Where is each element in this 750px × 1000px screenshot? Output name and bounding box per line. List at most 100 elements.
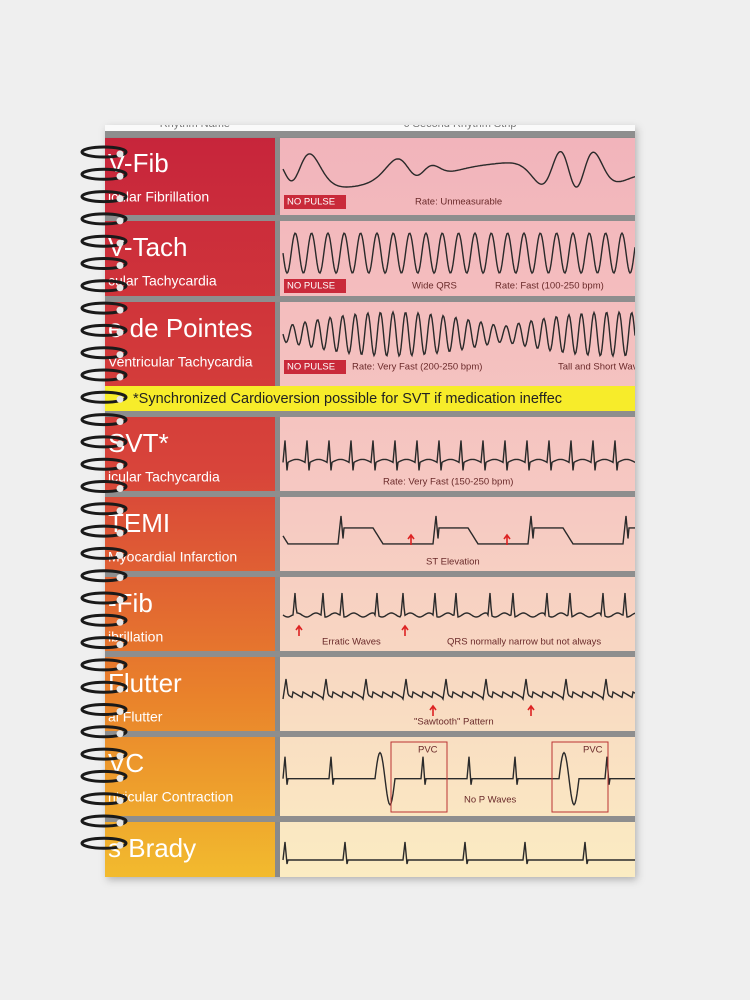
coil: [80, 814, 128, 828]
punch-hole: [116, 797, 124, 805]
punch-hole: [116, 217, 124, 225]
ecg-trace: [282, 231, 635, 275]
separator: [105, 651, 635, 657]
strip-note: ST Elevation: [426, 557, 480, 568]
pvc-box: [390, 741, 448, 813]
separator: [105, 131, 635, 137]
no-pulse-label: NO PULSE: [287, 281, 335, 292]
coil: [80, 680, 128, 694]
ecg-trace: [282, 515, 635, 545]
strip-column: [280, 138, 635, 877]
ecg-trace: [282, 310, 635, 358]
punch-hole: [116, 841, 124, 849]
punch-hole: [116, 663, 124, 671]
separator: [105, 731, 635, 737]
punch-hole: [116, 284, 124, 292]
no-pulse-box: [284, 360, 346, 374]
coil: [80, 234, 128, 248]
header-name: Rhythm Name: [160, 118, 230, 130]
strip-note: Rate: Very Fast (150-250 bpm): [383, 477, 513, 488]
strip-note: "Sawtooth" Pattern: [414, 717, 494, 728]
punch-hole: [116, 418, 124, 426]
coil: [80, 836, 128, 850]
chart-page: Rhythm Name 6 Second Rhythm Strip *Synch…: [105, 118, 635, 877]
punch-hole: [116, 462, 124, 470]
punch-hole: [116, 239, 124, 247]
coil: [80, 435, 128, 449]
rhythm-title: e de Pointes: [108, 313, 253, 343]
strip-note: Rate: Unmeasurable: [415, 197, 502, 208]
ecg-trace: [282, 151, 635, 188]
punch-hole: [116, 351, 124, 359]
coil: [80, 257, 128, 270]
coil: [80, 792, 128, 806]
separator: [105, 816, 635, 822]
punch-hole: [116, 641, 124, 649]
rhythm-title: s Brady: [108, 833, 196, 863]
strip-note: QRS normally narrow but not always: [447, 637, 601, 648]
rhythm-subtitle: cular Tachycardia: [108, 273, 217, 289]
header-strip: 6 Second Rhythm Strip: [403, 118, 516, 130]
no-pulse-label: NO PULSE: [287, 362, 335, 373]
strip-note: Erratic Waves: [322, 637, 381, 648]
separator: [105, 296, 635, 302]
punch-hole: [116, 685, 124, 693]
strip-note: PVC: [418, 745, 438, 756]
coil: [80, 323, 128, 337]
coil: [80, 546, 128, 560]
coil: [80, 390, 128, 404]
coil: [80, 613, 128, 627]
strip-note: Rate: Very Fast (200-250 bpm): [352, 362, 482, 373]
separator: [105, 215, 635, 221]
coil: [80, 725, 128, 739]
no-pulse-box: [284, 279, 346, 293]
punch-hole: [116, 708, 124, 715]
coil: [80, 769, 128, 783]
coil: [80, 502, 128, 516]
red-arrow: [503, 533, 511, 545]
punch-hole: [116, 172, 124, 180]
punch-hole: [116, 485, 124, 492]
punch-hole: [116, 574, 124, 582]
coil: [80, 457, 128, 471]
coil: [80, 190, 128, 204]
coil: [80, 212, 128, 226]
coil: [80, 279, 128, 293]
rhythm-subtitle: icular Fibrillation: [108, 189, 209, 205]
rhythm-subtitle: icular Tachycardia: [108, 469, 220, 485]
banner-text: *Synchronized Cardioversion possible for…: [133, 391, 562, 407]
ecg-trace: [282, 751, 635, 806]
rhythm-subtitle: Ventricular Tachycardia: [108, 354, 253, 370]
coil: [80, 569, 128, 583]
strip-note: Wide QRS: [412, 281, 457, 292]
coil: [80, 747, 128, 761]
punch-hole: [116, 262, 124, 269]
rhythm-subtitle: al Flutter: [108, 709, 163, 725]
punch-hole: [116, 328, 124, 336]
red-arrow: [527, 704, 535, 716]
coil: [80, 703, 128, 716]
rhythm-subtitle: ntricular Contraction: [108, 789, 233, 805]
banner-bg: [105, 386, 635, 411]
punch-hole: [116, 373, 124, 381]
coil: [80, 301, 128, 315]
punch-hole: [116, 440, 124, 448]
punch-hole: [116, 618, 124, 626]
punch-hole: [116, 306, 124, 314]
coil: [80, 591, 128, 605]
red-arrow: [295, 624, 303, 636]
pvc-box: [551, 741, 609, 813]
punch-hole: [116, 596, 124, 604]
coil: [80, 368, 128, 382]
rhythm-subtitle: ibrillation: [108, 629, 163, 645]
coil: [80, 145, 128, 159]
separator: [105, 491, 635, 497]
punch-hole: [116, 395, 124, 403]
no-pulse-box: [284, 195, 346, 209]
no-pulse-label: NO PULSE: [287, 197, 335, 208]
coil: [80, 636, 128, 650]
strip-note: Rate: Fast (100-250 bpm): [495, 281, 604, 292]
label-column: [105, 138, 275, 877]
